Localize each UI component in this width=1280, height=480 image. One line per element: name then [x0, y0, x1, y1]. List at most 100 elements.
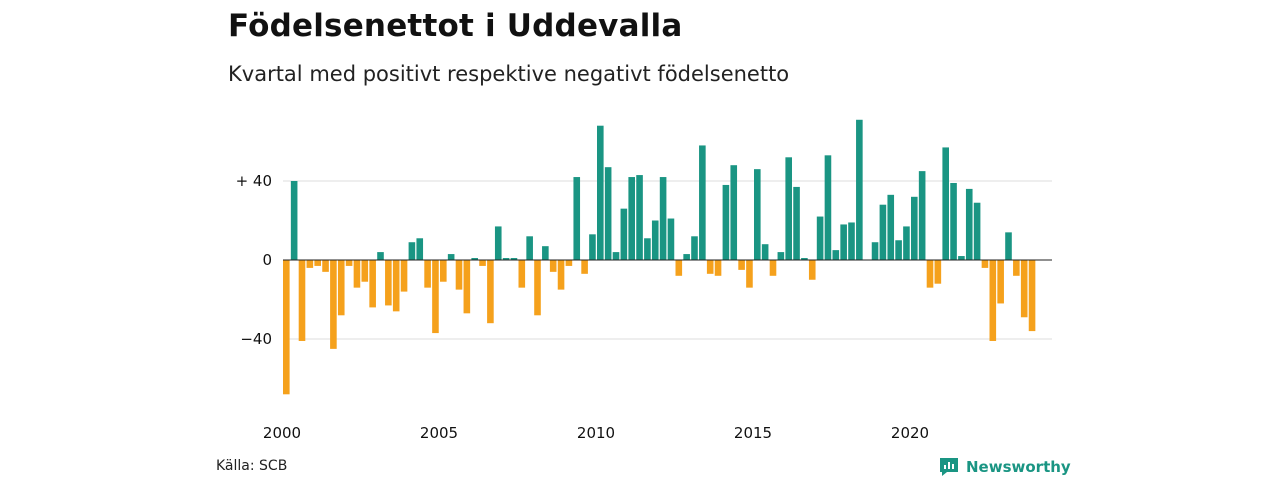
bar [597, 125, 604, 260]
bar [620, 208, 628, 260]
y-tick-label: −40 [240, 330, 272, 348]
bar [479, 260, 486, 266]
bar [322, 260, 329, 272]
brand-logo: Newsworthy [938, 456, 1071, 478]
bar [769, 260, 777, 276]
bar [400, 260, 408, 292]
bar [761, 244, 769, 260]
bar [848, 222, 855, 260]
bar [330, 260, 337, 349]
bar [463, 260, 471, 314]
bar [879, 204, 887, 260]
bar [918, 171, 926, 260]
bar [298, 260, 306, 341]
bar [526, 236, 533, 260]
bar [793, 186, 800, 260]
bar [926, 260, 934, 288]
bar [903, 226, 910, 260]
bar [911, 196, 918, 260]
bar [801, 258, 808, 260]
bar [628, 177, 635, 260]
bar [306, 260, 314, 268]
x-tick-label: 2000 [263, 424, 301, 442]
bar [487, 260, 494, 324]
bar [542, 246, 549, 260]
x-tick-label: 2020 [891, 424, 929, 442]
source-note: Källa: SCB [216, 458, 288, 474]
bar [706, 260, 714, 274]
bar [565, 260, 573, 266]
bar [887, 194, 895, 260]
bar [965, 188, 973, 260]
chart-title: Födelsenettot i Uddevalla [228, 8, 683, 44]
bar [455, 260, 463, 290]
bar [950, 182, 957, 260]
bar [557, 260, 565, 290]
bars-layer [283, 119, 1036, 395]
bar [738, 260, 745, 270]
bar [856, 119, 863, 261]
bar [808, 260, 816, 280]
bar [997, 260, 1004, 304]
bar [424, 260, 431, 288]
bar [589, 234, 596, 260]
bar [447, 254, 455, 260]
bar [785, 157, 792, 260]
bar [675, 260, 683, 276]
bar [1013, 260, 1020, 276]
bar [337, 260, 345, 316]
bar [290, 181, 298, 260]
bar [369, 260, 376, 308]
x-tick-label: 2005 [420, 424, 458, 442]
bar [714, 260, 722, 276]
bar [683, 254, 690, 260]
bar [377, 252, 384, 260]
bar [549, 260, 557, 272]
bar [314, 260, 321, 266]
bar [392, 260, 400, 312]
bar [958, 256, 965, 260]
bar [895, 240, 902, 260]
bar [345, 260, 353, 266]
bar [573, 177, 581, 260]
bar [581, 260, 588, 274]
bar [816, 216, 824, 260]
bar [636, 175, 643, 260]
bar [777, 252, 785, 260]
bar [353, 260, 361, 288]
bar [871, 242, 879, 260]
bar [651, 220, 659, 260]
bar [754, 169, 761, 260]
bar [612, 252, 620, 260]
bar [691, 236, 698, 260]
bar [722, 184, 730, 260]
bar [416, 238, 424, 260]
bar [824, 155, 832, 260]
bar [361, 260, 369, 282]
y-tick-label: 0 [262, 251, 272, 269]
bar [942, 147, 949, 260]
bar [510, 258, 518, 260]
bar [385, 260, 392, 306]
bar [832, 250, 840, 260]
newsworthy-icon [940, 458, 958, 476]
chart-subtitle: Kvartal med positivt respektive negativt… [228, 62, 790, 86]
bar [1005, 232, 1012, 260]
bar [659, 177, 667, 260]
bar [408, 242, 416, 260]
bar [746, 260, 753, 288]
bar [440, 260, 447, 282]
bar [494, 226, 502, 260]
bar [981, 260, 989, 268]
bar [989, 260, 997, 341]
bar [730, 165, 738, 260]
y-tick-label: + 40 [236, 172, 272, 190]
bar [973, 202, 981, 260]
bar [934, 260, 942, 284]
bar [604, 167, 612, 260]
bar [432, 260, 439, 334]
bar [699, 145, 706, 260]
bar [283, 260, 290, 395]
bar [534, 260, 541, 316]
